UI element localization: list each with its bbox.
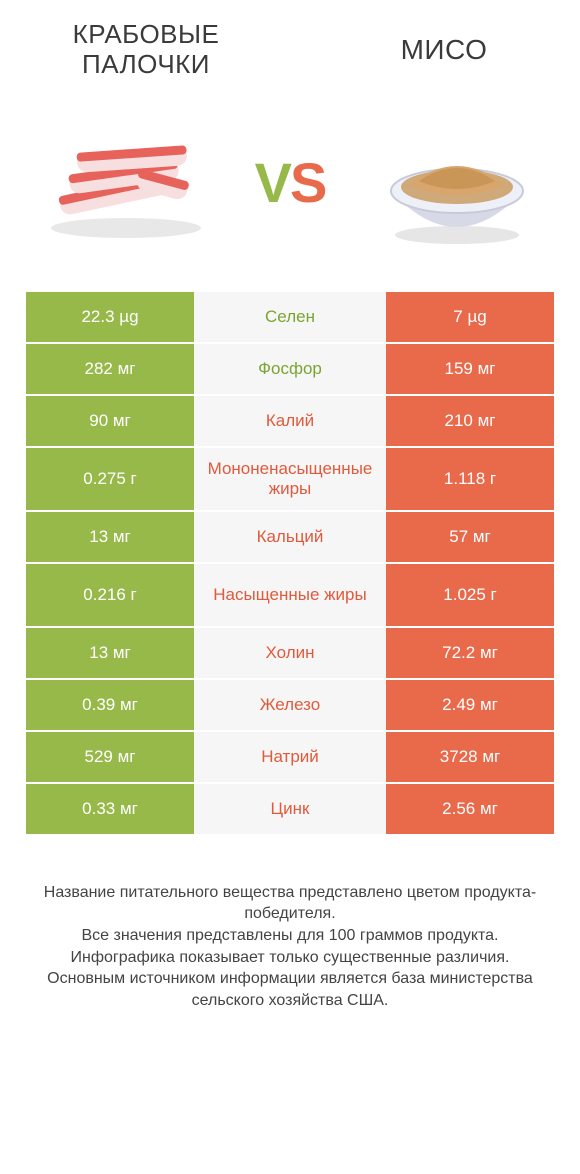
left-value: 0.39 мг [26,680,194,730]
right-value: 2.49 мг [386,680,554,730]
right-value: 1.118 г [386,448,554,510]
comparison-table: 22.3 µg Селен 7 µg 282 мг Фосфор 159 мг … [26,292,554,836]
nutrient-label: Насыщенные жиры [194,564,386,626]
right-value: 1.025 г [386,564,554,626]
left-value: 0.216 г [26,564,194,626]
table-row: 13 мг Кальций 57 мг [26,512,554,564]
table-row: 282 мг Фосфор 159 мг [26,344,554,396]
nutrient-label: Натрий [194,732,386,782]
left-value: 0.275 г [26,448,194,510]
nutrient-label: Селен [194,292,386,342]
left-product-title: КРАБОВЫЕ ПАЛОЧКИ [36,20,256,80]
left-value: 22.3 µg [26,292,194,342]
vs-v: V [255,151,290,214]
vs-s: S [290,151,325,214]
table-row: 529 мг Натрий 3728 мг [26,732,554,784]
miso-bowl-image [364,108,544,258]
nutrient-label: Кальций [194,512,386,562]
nutrient-label: Железо [194,680,386,730]
infographic-page: КРАБОВЫЕ ПАЛОЧКИ МИСО [0,0,580,1174]
table-row: 0.275 г Мононенасыщенные жиры 1.118 г [26,448,554,512]
table-row: 13 мг Холин 72.2 мг [26,628,554,680]
footer-line: Инфографика показывает только существенн… [32,947,548,969]
table-row: 22.3 µg Селен 7 µg [26,292,554,344]
footer-line: Все значения представлены для 100 граммо… [32,925,548,947]
crab-sticks-image [36,108,216,258]
right-value: 210 мг [386,396,554,446]
left-value: 90 мг [26,396,194,446]
left-value: 529 мг [26,732,194,782]
table-row: 90 мг Калий 210 мг [26,396,554,448]
right-value: 72.2 мг [386,628,554,678]
right-value: 159 мг [386,344,554,394]
footer-notes: Название питательного вещества представл… [26,836,554,1012]
vs-label: VS [255,150,326,215]
hero-row: VS [26,98,554,292]
table-row: 0.39 мг Железо 2.49 мг [26,680,554,732]
right-value: 2.56 мг [386,784,554,834]
right-product-title: МИСО [344,34,544,66]
left-value: 282 мг [26,344,194,394]
left-value: 0.33 мг [26,784,194,834]
nutrient-label: Калий [194,396,386,446]
right-value: 7 µg [386,292,554,342]
nutrient-label: Цинк [194,784,386,834]
right-value: 3728 мг [386,732,554,782]
footer-line: Основным источником информации является … [32,968,548,1011]
left-value: 13 мг [26,512,194,562]
right-value: 57 мг [386,512,554,562]
table-row: 0.33 мг Цинк 2.56 мг [26,784,554,836]
footer-line: Название питательного вещества представл… [32,882,548,925]
nutrient-label: Холин [194,628,386,678]
table-row: 0.216 г Насыщенные жиры 1.025 г [26,564,554,628]
nutrient-label: Фосфор [194,344,386,394]
nutrient-label: Мононенасыщенные жиры [194,448,386,510]
left-value: 13 мг [26,628,194,678]
titles-row: КРАБОВЫЕ ПАЛОЧКИ МИСО [26,20,554,98]
